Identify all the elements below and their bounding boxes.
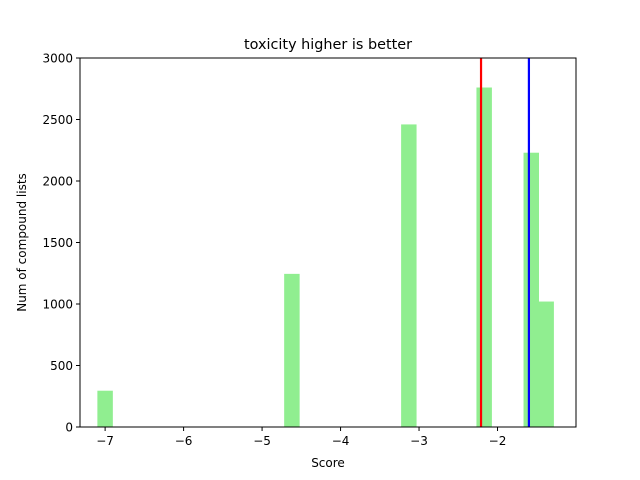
histogram-bar-2 xyxy=(401,124,417,428)
bars-group xyxy=(97,87,554,428)
y-tick-label: 3000 xyxy=(42,52,73,66)
x-axis-ticks: −7 −6 −5 −4 −3 −2 xyxy=(96,427,506,448)
x-tick-label: −5 xyxy=(253,434,271,448)
x-tick-label: −3 xyxy=(410,434,428,448)
histogram-bar-0 xyxy=(97,390,113,427)
x-axis-label: Score xyxy=(311,456,345,470)
y-tick-label: 500 xyxy=(50,359,73,373)
reference-lines-group xyxy=(479,58,531,427)
x-tick-label: −6 xyxy=(175,434,193,448)
histogram-bar-1 xyxy=(284,273,300,427)
x-tick-label: −4 xyxy=(332,434,350,448)
y-tick-label: 1500 xyxy=(42,236,73,250)
histogram-bar-4 xyxy=(523,152,539,427)
histogram-bar-3 xyxy=(476,87,492,428)
y-tick-label: 2500 xyxy=(42,113,73,127)
x-tick-label: −7 xyxy=(96,434,114,448)
histogram-bar-5 xyxy=(538,301,554,427)
y-axis-ticks: 0 500 1000 1500 2000 2500 3000 xyxy=(42,52,80,435)
y-axis-label: Num of compound lists xyxy=(15,173,29,312)
x-tick-label: −2 xyxy=(489,434,507,448)
y-tick-label: 1000 xyxy=(42,298,73,312)
y-tick-label: 0 xyxy=(65,421,73,435)
plot-area-frame xyxy=(79,57,577,428)
chart-title: toxicity higher is better xyxy=(244,37,412,53)
y-tick-label: 2000 xyxy=(42,175,73,189)
